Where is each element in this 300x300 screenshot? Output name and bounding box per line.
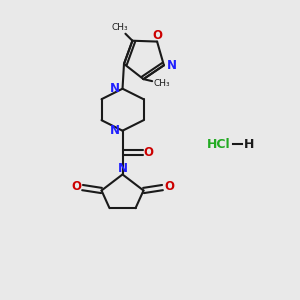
Text: O: O <box>164 181 174 194</box>
Text: CH₃: CH₃ <box>153 79 170 88</box>
Text: HCl: HCl <box>207 138 230 151</box>
Text: N: N <box>110 82 120 94</box>
Text: O: O <box>153 29 163 42</box>
Text: N: N <box>118 161 128 175</box>
Text: CH₃: CH₃ <box>112 22 128 32</box>
Text: H: H <box>244 138 254 151</box>
Text: N: N <box>167 59 177 72</box>
Text: O: O <box>144 146 154 159</box>
Text: N: N <box>110 124 120 136</box>
Text: O: O <box>71 181 81 194</box>
